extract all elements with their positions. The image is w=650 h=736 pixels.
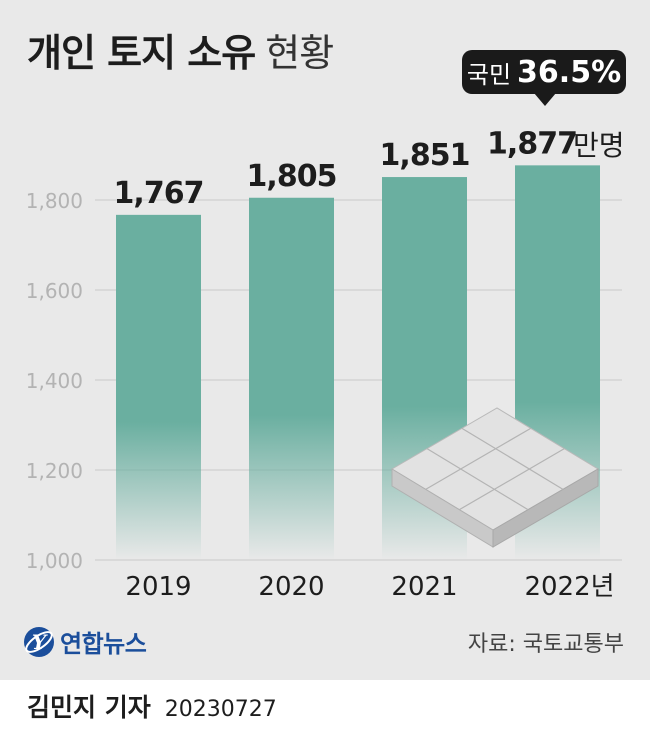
chart-title: 개인 토지 소유 현황	[27, 22, 334, 77]
title-sub: 현황	[265, 31, 334, 75]
callout-pointer	[534, 93, 556, 106]
y-tick-label: 1,400	[26, 369, 83, 393]
source-note: 자료: 국토교통부	[467, 632, 624, 657]
value-label: 1,767	[114, 176, 204, 211]
byline: 김민지 기자 20230727	[27, 688, 277, 724]
unit-label: 만명	[573, 129, 625, 162]
globe-logo-icon: Y	[24, 626, 54, 657]
svg-text:Y: Y	[32, 630, 48, 654]
x-tick-label: 2019	[125, 572, 191, 602]
y-tick-label: 1,200	[26, 459, 83, 483]
y-tick-label: 1,800	[26, 189, 83, 213]
logo: Y 연합뉴스	[22, 624, 147, 659]
publish-date: 20230727	[164, 697, 277, 722]
callout-value: 36.5%	[517, 54, 622, 90]
bar-2019	[116, 214, 201, 560]
callout-label: 국민	[466, 60, 512, 89]
logo-text: 연합뉴스	[60, 630, 147, 658]
bar-chart: 1,000 1,200 1,400 1,600 1,800 1,767 2019 1,805 2…	[26, 126, 622, 602]
land-tile-illustration	[391, 407, 599, 548]
x-tick-label: 2021	[391, 572, 457, 602]
reporter-name: 김민지 기자	[27, 693, 151, 722]
value-label: 1,805	[247, 159, 337, 194]
value-label: 1,877	[487, 126, 577, 161]
y-tick-label: 1,000	[26, 549, 83, 573]
title-main: 개인 토지 소유	[27, 31, 256, 75]
value-label: 1,851	[380, 138, 470, 173]
x-tick-label: 2022년	[524, 572, 614, 602]
y-tick-label: 1,600	[26, 279, 83, 303]
bar-2020	[249, 197, 334, 560]
x-tick-label: 2020	[258, 572, 324, 602]
share-callout: 국민 36.5%	[462, 50, 626, 94]
